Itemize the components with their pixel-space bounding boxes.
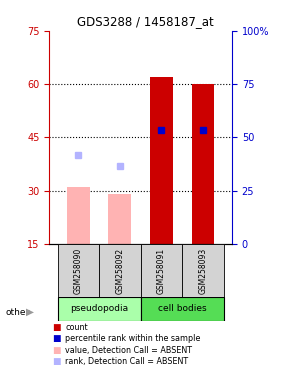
Bar (141, 244, 182, 298)
Text: GSM258090: GSM258090 (74, 248, 83, 294)
Text: cell bodies: cell bodies (158, 304, 206, 313)
Bar (58, 297, 141, 321)
Bar (108, 194, 131, 244)
Text: count: count (65, 323, 88, 332)
Text: ■: ■ (52, 334, 61, 343)
Bar (141, 297, 224, 321)
Text: pseudopodia: pseudopodia (70, 304, 128, 313)
Bar (99, 244, 141, 298)
Text: ■: ■ (52, 323, 61, 332)
Text: ▶: ▶ (26, 307, 35, 317)
Text: ■: ■ (52, 346, 61, 355)
Text: value, Detection Call = ABSENT: value, Detection Call = ABSENT (65, 346, 192, 355)
Text: other: other (6, 308, 30, 317)
Bar (67, 187, 90, 244)
Text: percentile rank within the sample: percentile rank within the sample (65, 334, 201, 343)
Text: GSM258092: GSM258092 (115, 248, 124, 294)
Text: GDS3288 / 1458187_at: GDS3288 / 1458187_at (77, 15, 213, 28)
Text: GSM258093: GSM258093 (198, 248, 207, 294)
Bar (182, 244, 224, 298)
Bar (58, 244, 99, 298)
Bar (150, 77, 173, 244)
Text: ■: ■ (52, 357, 61, 366)
Text: rank, Detection Call = ABSENT: rank, Detection Call = ABSENT (65, 357, 188, 366)
Text: GSM258091: GSM258091 (157, 248, 166, 294)
Bar (191, 84, 214, 244)
